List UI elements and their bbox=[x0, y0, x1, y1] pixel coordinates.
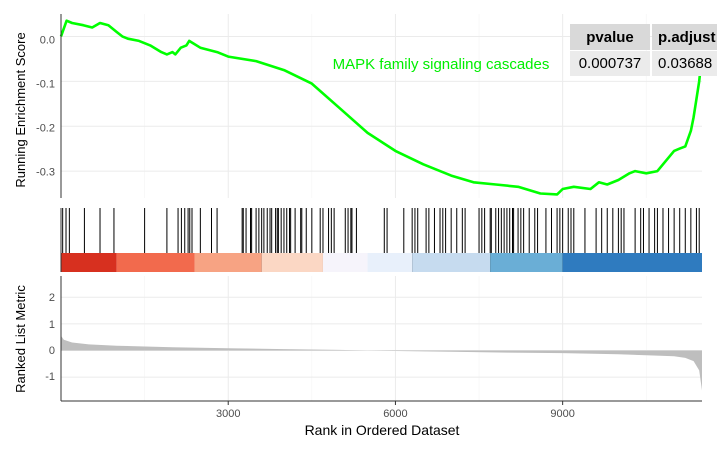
stats-table: pvalue p.adjust 0.000737 0.03688 bbox=[570, 24, 717, 76]
metric-area bbox=[61, 335, 702, 391]
x-tick-label: 6000 bbox=[383, 408, 407, 420]
hits-panel bbox=[60, 208, 702, 272]
colorbar-segment bbox=[261, 253, 323, 272]
table-value-pvalue: 0.000737 bbox=[579, 55, 642, 72]
colorbar-segment bbox=[116, 253, 195, 272]
table-value-cell bbox=[570, 51, 650, 76]
x-tick-label: 3000 bbox=[216, 408, 240, 420]
metric-y-tick-label: 0 bbox=[49, 345, 55, 357]
es-y-tick-labels: 0.0 -0.1 -0.2 -0.3 bbox=[36, 35, 55, 179]
table-value-padjust: 0.03688 bbox=[658, 55, 712, 72]
metric-y-tick-labels: 2 1 0 -1 bbox=[45, 292, 55, 383]
x-tick-label: 9000 bbox=[550, 408, 574, 420]
table-value-cell bbox=[652, 51, 717, 76]
x-axis-label: Rank in Ordered Dataset bbox=[305, 422, 460, 438]
colorbar-segment bbox=[61, 253, 117, 272]
colorbar-segment bbox=[490, 253, 563, 272]
colorbar-segment bbox=[322, 253, 368, 272]
metric-y-tick-label: 1 bbox=[49, 319, 55, 331]
table-header-pvalue: pvalue bbox=[586, 29, 634, 46]
es-y-axis-label: Running Enrichment Score bbox=[13, 32, 28, 187]
colorbar-segment bbox=[367, 253, 413, 272]
es-y-tick-label: -0.1 bbox=[36, 79, 55, 91]
metric-y-tick-label: 2 bbox=[49, 292, 55, 304]
table-header-padjust: p.adjust bbox=[658, 29, 716, 46]
table-header-cell bbox=[570, 24, 650, 50]
metric-panel: 2 1 0 -1 Ranked List Metric 3000 6000 9000… bbox=[13, 276, 702, 438]
es-y-tick-label: -0.2 bbox=[36, 123, 55, 135]
colorbar-segment bbox=[194, 253, 262, 272]
es-y-tick-label: 0.0 bbox=[40, 35, 55, 47]
table-header-cell bbox=[652, 24, 717, 50]
es-curve bbox=[59, 19, 704, 196]
colorbar-segment bbox=[562, 253, 702, 272]
metric-y-axis-label: Ranked List Metric bbox=[13, 285, 28, 393]
pathway-title: MAPK family signaling cascades bbox=[333, 56, 550, 73]
es-panel: 0.0 -0.1 -0.2 -0.3 Running Enrichment Sc… bbox=[13, 14, 704, 198]
colorbar-segment bbox=[412, 253, 491, 272]
metric-y-tick-label: -1 bbox=[45, 371, 55, 383]
es-y-tick-label: -0.3 bbox=[36, 167, 55, 179]
